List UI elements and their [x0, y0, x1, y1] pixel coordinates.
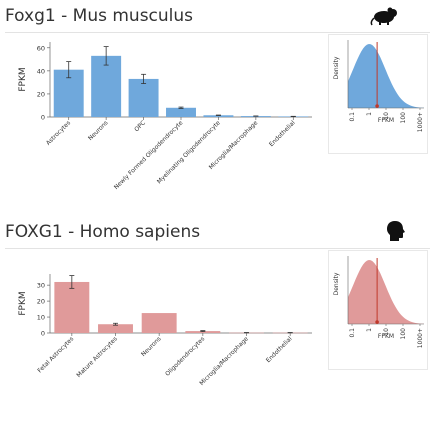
y-axis-label: FPKM: [18, 291, 28, 315]
y-tick-label: 0: [41, 114, 45, 122]
x-tick-label: Fetal Astrocytes: [36, 335, 75, 374]
x-tick-label: 1: [366, 112, 373, 116]
density-frame: [328, 250, 428, 370]
density-area: [348, 44, 424, 108]
x-tick-label: 0.1: [349, 328, 356, 338]
bar: [98, 324, 133, 333]
x-tick-label: OPC: [133, 119, 147, 133]
section-title-human: FOXG1 - Homo sapiens: [5, 222, 201, 242]
bar: [128, 78, 159, 117]
expression-marker-dot: [375, 320, 379, 324]
x-axis-label: FPKM: [378, 333, 394, 340]
x-tick-label: Endothelial: [268, 119, 297, 148]
x-tick-label: 10: [383, 328, 390, 336]
density-frame: [328, 34, 428, 154]
x-tick-label: Microglia/Macrophage: [198, 335, 250, 387]
human-head-icon: [387, 221, 405, 241]
human-section: FOXG1 - Homo sapiens FPKM 0 10 20 30 Fetal As…: [0, 218, 433, 401]
x-tick-label: Oligodendrocytes: [164, 335, 206, 377]
x-axis-label: FPKM: [378, 117, 394, 124]
x-tick-label: 1000+: [417, 112, 424, 132]
x-tick-label: Neurons: [140, 335, 163, 358]
human-bar-chart: FPKM 0 10 20 30 Fetal Astrocytes Mature Astroc…: [18, 274, 312, 387]
y-axis-label: Density: [333, 56, 340, 79]
x-tick-label: Mature Astrocytes: [75, 335, 119, 379]
bar: [166, 107, 196, 117]
section-divider: [5, 32, 430, 33]
bar: [91, 55, 122, 117]
y-tick-label: 30: [37, 282, 45, 290]
y-axis-label: FPKM: [18, 67, 28, 91]
mouse-density-chart: Density 0.1 1 10 100 1000+ FPKM: [328, 34, 428, 154]
mouse-icon: [370, 7, 397, 26]
bar: [54, 281, 90, 333]
human-density-chart: Density 0.1 1 10 100 1000+ FPKM: [328, 250, 428, 370]
x-tick-label: 1000+: [417, 328, 424, 348]
y-tick-label: 10: [37, 314, 45, 322]
expression-marker-dot: [375, 104, 379, 108]
x-tick-label: Myelinating Oligodendrocyte: [156, 119, 222, 185]
x-tick-label: 0.1: [349, 112, 356, 122]
x-tick-label: Neurons: [87, 119, 110, 142]
y-tick-label: 40: [37, 67, 45, 75]
y-tick-label: 0: [41, 330, 45, 338]
bar: [203, 115, 234, 117]
density-area: [348, 260, 424, 324]
y-tick-label: 20: [37, 298, 45, 306]
bar: [141, 313, 177, 333]
x-tick-label: 100: [400, 328, 407, 340]
section-divider: [5, 248, 430, 249]
y-tick-label: 20: [37, 90, 45, 98]
x-tick-label: 10: [383, 112, 390, 120]
x-tick-label: Astrocytes: [45, 119, 72, 146]
x-tick-label: Endothelial: [265, 335, 294, 364]
x-tick-label: 1: [366, 328, 373, 332]
x-tick-label: 100: [400, 112, 407, 124]
bar: [185, 331, 221, 333]
y-axis-label: Density: [333, 272, 340, 295]
x-tick-label: Newly Formed Oligodendrocyte: [113, 119, 185, 191]
y-tick-label: 60: [37, 44, 45, 52]
section-title-mouse: Foxg1 - Mus musculus: [5, 6, 194, 26]
mouse-section: Foxg1 - Mus musculus FPKM 0 20 40 60 Astrocyt…: [0, 0, 433, 200]
